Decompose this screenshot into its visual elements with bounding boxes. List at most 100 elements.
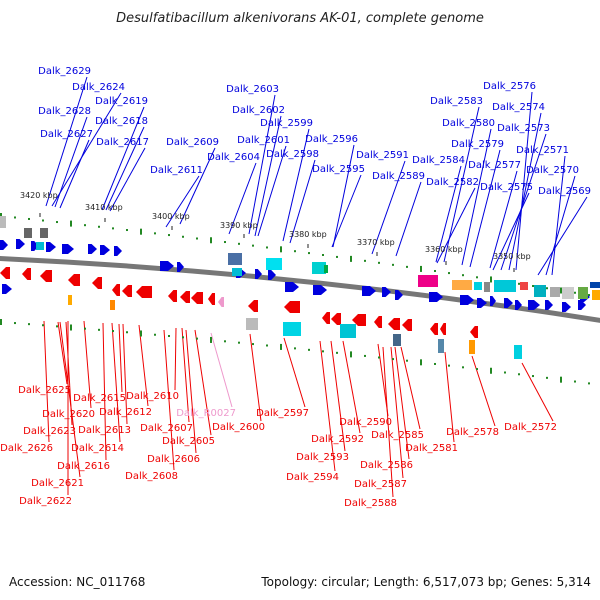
forward-leader-line [461, 128, 492, 266]
forward-gene-arrow [88, 244, 97, 254]
tick-dot [364, 354, 366, 357]
scale-tick-label: 3410 kbp [85, 203, 123, 212]
forward-gene-arrow [160, 261, 174, 271]
forward-gene-label: Dalk_2577 [468, 160, 521, 171]
rna-leader-line [210, 332, 233, 408]
reverse-leader-line [185, 329, 197, 454]
reverse-gene-arrow [284, 301, 300, 313]
forward-leader-line [109, 147, 146, 212]
tick-dot [420, 265, 422, 272]
forward-leader-line [257, 145, 287, 237]
reverse-gene-label: Dalk_2614 [71, 443, 124, 454]
reverse-leader-line [174, 327, 177, 391]
forward-gene-arrow [490, 296, 496, 306]
tick-dot [336, 351, 338, 354]
forward-gene-label: Dalk_2624 [72, 82, 125, 93]
forward-gene-label: Dalk_2575 [480, 182, 533, 193]
tick-dot [168, 234, 170, 237]
tick-dot [168, 335, 170, 338]
reverse-gene-label: Dalk_2578 [446, 427, 499, 438]
tick-dot [504, 371, 506, 374]
forward-leader-line [105, 126, 145, 211]
tick-dot [14, 322, 16, 325]
reverse-gene-label: Dalk_2588 [344, 498, 397, 509]
tick-dot [266, 344, 268, 347]
reverse-gene-label: Dalk_2594 [286, 472, 339, 483]
tick-dot [98, 225, 100, 228]
reverse-leader-line [138, 324, 149, 407]
forward-leader-line [59, 139, 90, 209]
forward-gene-arrow [382, 287, 391, 297]
tick-dot [378, 356, 380, 359]
forward-gene-arrow [429, 292, 443, 302]
leader-lines [43, 76, 588, 498]
feature-block [484, 282, 490, 292]
tick-dot [112, 227, 114, 230]
tick-dot [126, 331, 128, 334]
tick-dot [406, 359, 408, 362]
tick-dot [28, 217, 30, 220]
reverse-leader-line [194, 329, 212, 436]
forward-leader-line [500, 133, 547, 271]
forward-leader-line [537, 196, 588, 276]
feature-block [578, 287, 588, 299]
tick-dot [322, 350, 324, 353]
forward-gene-arrow [2, 284, 12, 294]
reverse-gene-arrow [402, 319, 412, 331]
tick-dot [224, 340, 226, 343]
tick-dot [140, 228, 142, 235]
reverse-gene-arrow [122, 285, 132, 297]
forward-gene-label: Dalk_2611 [150, 165, 203, 176]
tick-dot [84, 224, 86, 227]
forward-leader-line [282, 128, 310, 242]
reverse-leader-line [390, 346, 404, 479]
forward-leader-line [515, 91, 533, 271]
forward-leader-line [508, 112, 542, 271]
tick-dot [252, 343, 254, 346]
feature-block [474, 282, 482, 290]
forward-gene-arrow [31, 241, 39, 251]
forward-gene-arrow [100, 245, 110, 255]
reverse-leader-line [57, 321, 68, 385]
forward-leader-line [545, 175, 576, 276]
tick-dot [462, 366, 464, 369]
feature-block [0, 216, 6, 228]
reverse-gene-label: Dalk_2600 [212, 422, 265, 433]
forward-gene-label: Dalk_2591 [356, 150, 409, 161]
forward-gene-label: Dalk_2569 [538, 186, 591, 197]
forward-gene-arrow [114, 246, 122, 256]
tick-dot [196, 237, 198, 240]
forward-gene-label: Dalk_2601 [237, 135, 290, 146]
tick-dot [350, 351, 352, 358]
feature-block [590, 282, 600, 288]
feature-block [550, 287, 560, 297]
map-title: Desulfatibacillum alkenivorans AK-01, co… [116, 11, 484, 26]
forward-leader-line [228, 162, 257, 235]
forward-gene-label: Dalk_2579 [451, 139, 504, 150]
reverse-gene-arrow [92, 277, 102, 289]
reverse-gene-arrow [180, 291, 190, 303]
forward-gene-label: Dalk_2609 [166, 137, 219, 148]
tick-dot [308, 252, 310, 255]
tick-dot [294, 347, 296, 350]
forward-gene-arrow [362, 286, 376, 296]
forward-gene-label: Dalk_2599 [260, 118, 313, 129]
tick-dot [140, 330, 142, 337]
reverse-gene-label: Dalk_2610 [126, 391, 179, 402]
tick-dot [574, 380, 576, 383]
feature-block [534, 285, 546, 297]
tick-dot [378, 261, 380, 264]
tick-dot [154, 232, 156, 235]
forward-gene-arrow [268, 270, 276, 280]
tick-dot [210, 336, 212, 343]
feature-block [324, 265, 328, 273]
feature-block [110, 300, 115, 310]
tick-dot [70, 220, 72, 227]
forward-leader-line [489, 170, 518, 269]
reverse-leader-line [111, 322, 121, 443]
tick-dot [224, 241, 226, 244]
forward-gene-arrow [46, 242, 56, 252]
tick-dot [392, 358, 394, 361]
tick-dot [336, 255, 338, 258]
reverse-gene-label: Dalk_2607 [140, 423, 193, 434]
